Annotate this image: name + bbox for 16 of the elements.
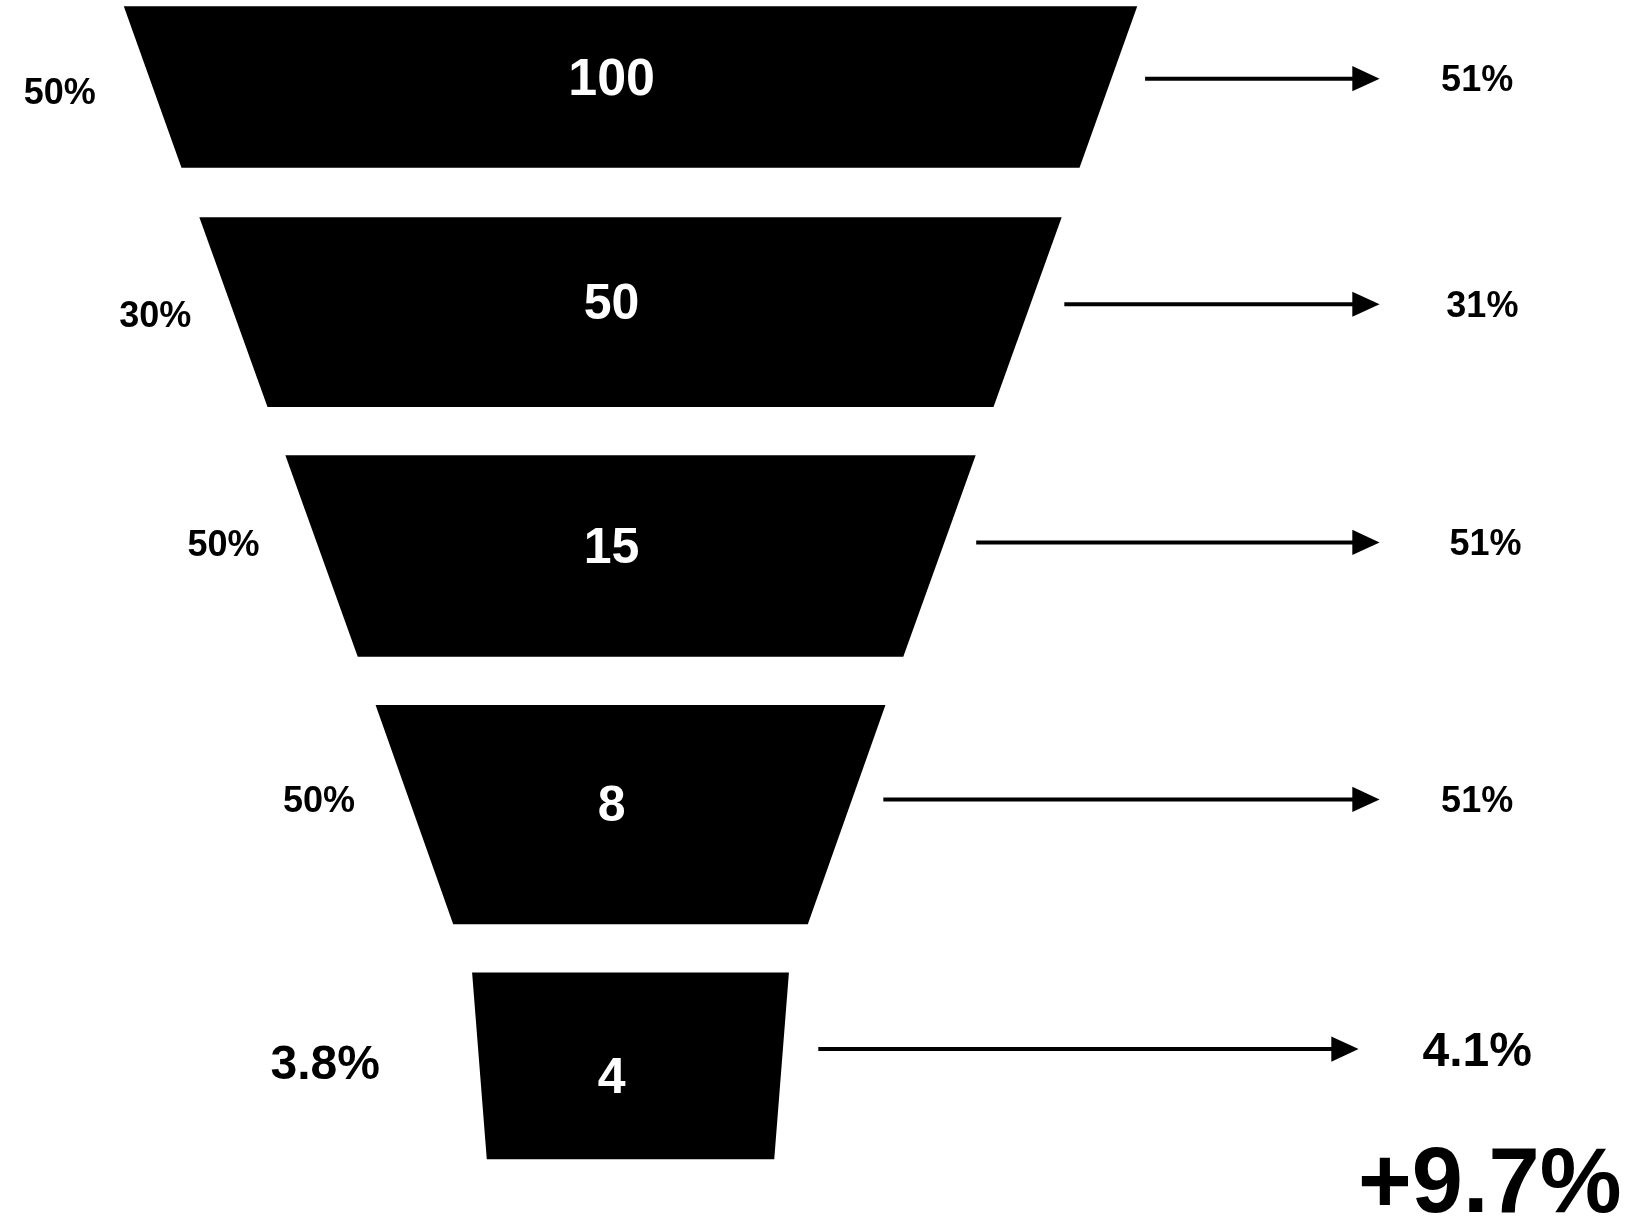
text: 51% — [1449, 521, 1522, 563]
data-label: 100 — [568, 47, 656, 106]
text: 50% — [23, 70, 96, 112]
data-label: 50 — [583, 273, 640, 330]
data-label: 4 — [597, 1048, 626, 1105]
text: 4.1% — [1422, 1022, 1532, 1076]
text: 30% — [119, 294, 192, 336]
data-label: 15 — [583, 517, 640, 574]
text: +9.7% — [1358, 1129, 1622, 1220]
text: 51% — [1441, 58, 1514, 100]
text: 50% — [282, 778, 355, 820]
data-label: 8 — [597, 776, 626, 833]
text: 3.8% — [270, 1036, 380, 1090]
text: 31% — [1446, 283, 1519, 325]
text: 51% — [1441, 778, 1514, 820]
text: 50% — [187, 522, 260, 564]
